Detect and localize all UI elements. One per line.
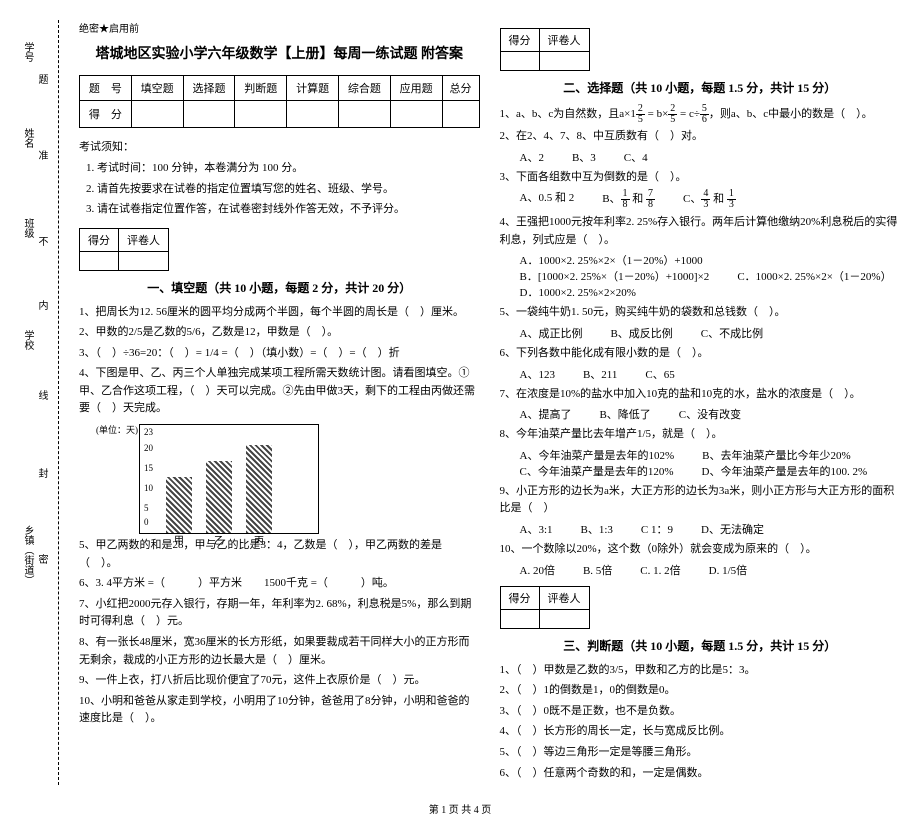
choice-q9: 9、小正方形的边长为a米，大正方形的边长为3a米，则小正方形与大正方形的面积比是… [500, 483, 901, 518]
notice-heading: 考试须知： [79, 138, 480, 154]
grader-score: 得分 [80, 228, 119, 251]
bar-1: 甲 [166, 477, 192, 533]
grader-marker: 评卷人 [119, 228, 169, 251]
choice-q2: 2、在2、4、7、8、中互质数有（ ）对。 [500, 128, 901, 146]
fill-q2: 2、甲数的2/5是乙数的5/6，乙数是12，甲数是（ ）。 [79, 324, 480, 342]
section-1-title: 一、填空题（共 10 小题，每题 2 分，共计 20 分） [79, 279, 480, 296]
judge-q4: 4、（ ）长方形的周长一定，长与宽成反比例。 [500, 723, 901, 741]
exam-title: 塔城地区实验小学六年级数学【上册】每周一练试题 附答案 [79, 43, 480, 63]
fill-q3: 3、（ ）÷36=20：（ ）= 1/4 =（ ）（填小数）=（ ）=（ ）折 [79, 345, 480, 363]
bind-l2: 姓名 [20, 128, 35, 148]
section-3-title: 三、判断题（共 10 小题，每题 1.5 分，共计 15 分） [500, 637, 901, 654]
choice-q7: 7、在浓度是10%的盐水中加入10克的盐和10克的水，盐水的浓度是（ ）。 [500, 386, 901, 404]
choice-q6: 6、下列各数中能化成有限小数的是（ ）。 [500, 345, 901, 363]
chart-unit: (单位：天) [96, 423, 138, 436]
grader-box-1: 得分评卷人 [79, 228, 169, 271]
grader-box-2: 得分评卷人 [500, 28, 590, 71]
secret-label: 绝密★启用前 [79, 20, 480, 35]
bind-c1: 密 [34, 554, 49, 564]
bar-chart: (单位：天) 23 20 15 10 5 0 甲 乙 丙 [139, 424, 319, 534]
fill-q7: 7、小红把2000元存入银行，存期一年，年利率为2. 68%，利息税是5%，那么… [79, 596, 480, 631]
bind-c6: 准 [34, 150, 49, 160]
notice-list: 考试时间：100 分钟，本卷满分为 100 分。请首先按要求在试卷的指定位置填写… [79, 160, 480, 218]
fill-q9: 9、一件上衣，打八折后比现价便宜了70元，这件上衣原价是（ ）元。 [79, 672, 480, 690]
bind-c8: 题 [34, 74, 49, 84]
bind-c3: 线 [34, 390, 49, 400]
choice-q3: 3、下面各组数中互为倒数的是（ ）。 [500, 169, 901, 187]
page-footer: 第 1 页 共 4 页 [20, 801, 900, 816]
fill-q1: 1、把周长为12. 56厘米的圆平均分成两个半圆，每个半圆的周长是（ ）厘米。 [79, 304, 480, 322]
bind-c4: 内 [34, 300, 49, 310]
section-2-title: 二、选择题（共 10 小题，每题 1.5 分，共计 15 分） [500, 79, 901, 96]
right-column: 得分评卷人 二、选择题（共 10 小题，每题 1.5 分，共计 15 分） 1、… [500, 20, 901, 785]
fill-q6: 6、3. 4平方米 =（ ）平方米 1500千克 =（ ）吨。 [79, 575, 480, 593]
bar-3: 丙 [246, 445, 272, 533]
judge-q2: 2、（ ）1的倒数是1，0的倒数是0。 [500, 682, 901, 700]
choice-q10: 10、一个数除以20%，这个数（0除外）就会变成为原来的（ ）。 [500, 541, 901, 559]
binding-margin: 学号 题 姓名 准 班级 不 内 学校 线 封 乡镇（街道） 密 [20, 20, 59, 785]
judge-q6: 6、（ ）任意两个奇数的和，一定是偶数。 [500, 765, 901, 783]
bind-l4: 学校 [20, 330, 35, 350]
left-column: 绝密★启用前 塔城地区实验小学六年级数学【上册】每周一练试题 附答案 题 号填空… [79, 20, 480, 785]
score-row-label: 得 分 [80, 101, 132, 128]
choice-q1: 1、a、b、c为自然数，且a×125 = b×25 = c÷56，则a、b、c中… [500, 104, 901, 125]
score-table: 题 号填空题选择题判断题计算题综合题应用题总分 得 分 [79, 75, 480, 128]
choice-q4: 4、王强把1000元按年利率2. 25%存入银行。两年后计算他缴纳20%利息税后… [500, 214, 901, 249]
bind-l5: 乡镇（街道） [20, 525, 35, 585]
fill-q4: 4、下图是甲、乙、丙三个人单独完成某项工程所需天数统计图。请看图填空。①甲、乙合… [79, 365, 480, 418]
bind-l1: 学号 [20, 42, 35, 62]
fill-q8: 8、有一张长48厘米，宽36厘米的长方形纸，如果要裁成若干同样大小的正方形而无剩… [79, 634, 480, 669]
fill-q10: 10、小明和爸爸从家走到学校，小明用了10分钟，爸爸用了8分钟，小明和爸爸的速度… [79, 693, 480, 728]
bind-l3: 班级 [20, 218, 35, 238]
judge-q3: 3、（ ）0既不是正数，也不是负数。 [500, 703, 901, 721]
judge-q1: 1、（ ）甲数是乙数的3/5，甲数和乙方的比是5：3。 [500, 662, 901, 680]
grader-box-3: 得分评卷人 [500, 586, 590, 629]
bar-2: 乙 [206, 461, 232, 533]
bind-c5: 不 [34, 236, 49, 246]
choice-q5: 5、一袋纯牛奶1. 50元，购买纯牛奶的袋数和总钱数（ ）。 [500, 304, 901, 322]
judge-q5: 5、（ ）等边三角形一定是等腰三角形。 [500, 744, 901, 762]
choice-q8: 8、今年油菜产量比去年增产1/5，就是（ ）。 [500, 426, 901, 444]
bind-c2: 封 [34, 468, 49, 478]
fill-q5: 5、甲乙两数的和是28，甲与乙的比是3：4，乙数是（ ），甲乙两数的差是（ ）。 [79, 537, 480, 572]
